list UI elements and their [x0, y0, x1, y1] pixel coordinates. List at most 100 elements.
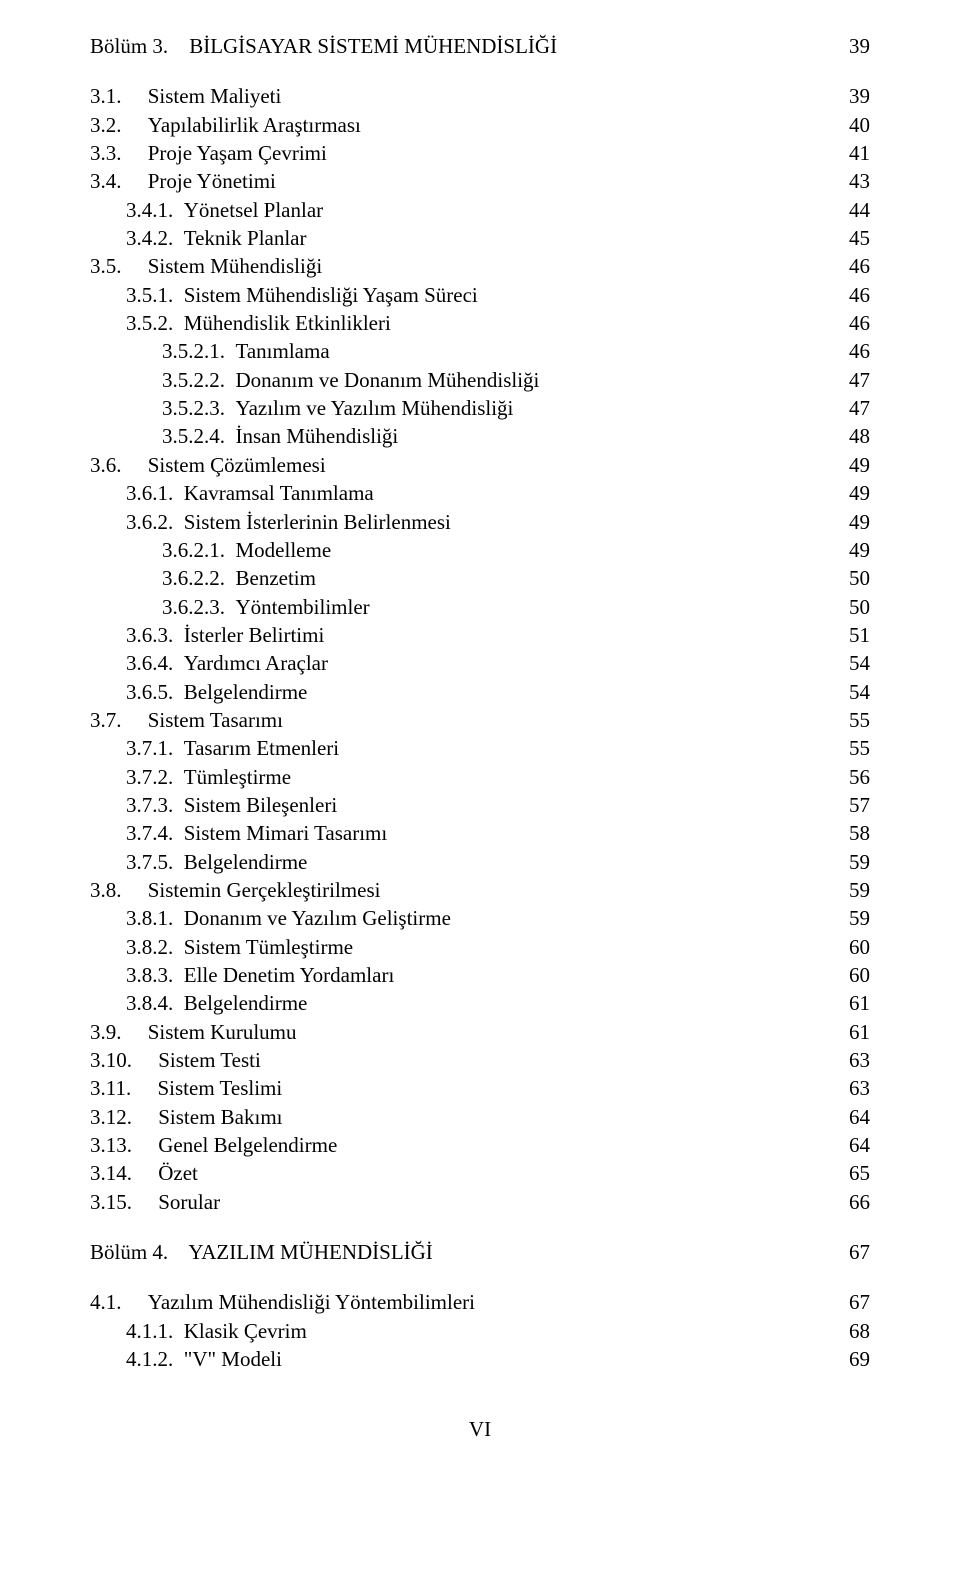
toc-entry-page: 65 — [837, 1159, 870, 1187]
toc-entry: 3.1. Sistem Maliyeti39 — [90, 82, 870, 110]
toc-entry-page: 63 — [837, 1074, 870, 1102]
toc-entry-page: 64 — [837, 1103, 870, 1131]
toc-entry-number: 3.14. — [90, 1161, 132, 1185]
toc-entry-label: 3.11. Sistem Teslimi — [90, 1074, 837, 1102]
toc-entry-page: 49 — [837, 536, 870, 564]
toc-entry-title: Elle Denetim Yordamları — [184, 963, 395, 987]
toc-entry: 3.7.3. Sistem Bileşenleri57 — [90, 791, 870, 819]
toc-entry-title: Donanım ve Yazılım Geliştirme — [184, 906, 451, 930]
toc-entry-title: Mühendislik Etkinlikleri — [184, 311, 391, 335]
toc-entry-number: 3.13. — [90, 1133, 132, 1157]
toc-entry-title: Sistem Bakımı — [158, 1105, 282, 1129]
toc-entry: 3.5.2.1. Tanımlama46 — [90, 337, 870, 365]
toc-entry-number: 3.7.1. — [126, 736, 173, 760]
toc-entry-page: 57 — [837, 791, 870, 819]
chapter-heading: Bölüm 3. BİLGİSAYAR SİSTEMİ MÜHENDİSLİĞİ… — [90, 32, 870, 60]
toc-entry-title: Kavramsal Tanımlama — [184, 481, 374, 505]
toc-entry: 3.6.4. Yardımcı Araçlar54 — [90, 649, 870, 677]
toc-entry-number: 3.5.2.2. — [162, 368, 225, 392]
toc-entry-title: Belgelendirme — [184, 991, 308, 1015]
chapter-title: YAZILIM MÜHENDİSLİĞİ — [188, 1240, 432, 1264]
toc-entry-label: 3.4.2. Teknik Planlar — [90, 224, 837, 252]
toc-entry-number: 3.6.2.1. — [162, 538, 225, 562]
toc-entry-label: 3.6.2.2. Benzetim — [90, 564, 837, 592]
toc-entry-label: 3.8.4. Belgelendirme — [90, 989, 837, 1017]
toc-entry-number: 3.2. — [90, 113, 122, 137]
toc-entry-page: 49 — [837, 508, 870, 536]
toc-entry-page: 61 — [837, 1018, 870, 1046]
toc-entry-label: 4.1.2. "V" Modeli — [90, 1345, 837, 1373]
toc-entry-page: 48 — [837, 422, 870, 450]
toc-entry-number: 3.11. — [90, 1076, 131, 1100]
toc-entry-label: 3.5. Sistem Mühendisliği — [90, 252, 837, 280]
toc-entry: 3.6.2.1. Modelleme49 — [90, 536, 870, 564]
toc-entry-page: 59 — [837, 848, 870, 876]
toc-entry: 3.2. Yapılabilirlik Araştırması40 — [90, 111, 870, 139]
toc-entry-title: Sistem Mimari Tasarımı — [184, 821, 387, 845]
toc-entry-label: 3.14. Özet — [90, 1159, 837, 1187]
chapter-label: Bölüm 4. YAZILIM MÜHENDİSLİĞİ — [90, 1238, 837, 1266]
toc-entry-label: 3.6.4. Yardımcı Araçlar — [90, 649, 837, 677]
toc-entry-page: 46 — [837, 309, 870, 337]
toc-page: Bölüm 3. BİLGİSAYAR SİSTEMİ MÜHENDİSLİĞİ… — [0, 0, 960, 1572]
toc-entry-label: 3.6.2. Sistem İsterlerinin Belirlenmesi — [90, 508, 837, 536]
toc-entry: 3.9. Sistem Kurulumu61 — [90, 1018, 870, 1046]
toc-entry-number: 3.8.2. — [126, 935, 173, 959]
toc-entry-title: Sistem Maliyeti — [148, 84, 282, 108]
chapter-page: 39 — [837, 32, 870, 60]
toc-entry: 3.6.1. Kavramsal Tanımlama49 — [90, 479, 870, 507]
toc-entry-page: 39 — [837, 82, 870, 110]
toc-entry: 3.10. Sistem Testi63 — [90, 1046, 870, 1074]
toc-entry-label: 3.6.2.1. Modelleme — [90, 536, 837, 564]
toc-entry-number: 3.8.4. — [126, 991, 173, 1015]
chapter-label: Bölüm 3. BİLGİSAYAR SİSTEMİ MÜHENDİSLİĞİ — [90, 32, 837, 60]
toc-entry-page: 46 — [837, 337, 870, 365]
toc-entry-title: Sistemin Gerçekleştirilmesi — [148, 878, 381, 902]
toc-entry-label: 3.15. Sorular — [90, 1188, 837, 1216]
toc-entry-page: 67 — [837, 1288, 870, 1316]
toc-entry-number: 3.8.3. — [126, 963, 173, 987]
toc-entry-title: Teknik Planlar — [184, 226, 307, 250]
toc-entry-page: 59 — [837, 904, 870, 932]
toc-section: 4.1. Yazılım Mühendisliği Yöntembilimler… — [90, 1288, 870, 1373]
toc-entry-label: 3.8.3. Elle Denetim Yordamları — [90, 961, 837, 989]
toc-entry: 3.7. Sistem Tasarımı 55 — [90, 706, 870, 734]
toc-entry-page: 50 — [837, 564, 870, 592]
toc-entry-title: Sistem Testi — [158, 1048, 261, 1072]
toc-entry-page: 54 — [837, 649, 870, 677]
toc-entry-number: 3.7. — [90, 708, 122, 732]
toc-entry-title: Belgelendirme — [184, 680, 308, 704]
toc-entry-title: Sorular — [158, 1190, 220, 1214]
toc-entry-number: 3.6.5. — [126, 680, 173, 704]
toc-entry-number: 4.1.2. — [126, 1347, 173, 1371]
toc-entry-number: 3.7.4. — [126, 821, 173, 845]
toc-entry: 3.8.3. Elle Denetim Yordamları60 — [90, 961, 870, 989]
toc-entry-title: Tümleştirme — [184, 765, 291, 789]
toc-entry-page: 47 — [837, 366, 870, 394]
toc-entry-page: 41 — [837, 139, 870, 167]
toc-entry-title: Sistem Tasarımı — [148, 708, 283, 732]
toc-entry-label: 3.5.1. Sistem Mühendisliği Yaşam Süreci — [90, 281, 837, 309]
toc-entry-number: 3.8. — [90, 878, 122, 902]
toc-entry-page: 51 — [837, 621, 870, 649]
toc-entry-page: 55 — [837, 706, 870, 734]
toc-entry: 3.4. Proje Yönetimi43 — [90, 167, 870, 195]
toc-entry-number: 3.6.1. — [126, 481, 173, 505]
chapter-page: 67 — [837, 1238, 870, 1266]
toc-entry-number: 3.6. — [90, 453, 122, 477]
toc-entry: 3.8.1. Donanım ve Yazılım Geliştirme 59 — [90, 904, 870, 932]
chapter-title: BİLGİSAYAR SİSTEMİ MÜHENDİSLİĞİ — [189, 34, 557, 58]
toc-entry-label: 3.5.2.3. Yazılım ve Yazılım Mühendisliği — [90, 394, 837, 422]
toc-entry: 3.5. Sistem Mühendisliği46 — [90, 252, 870, 280]
toc-entry-number: 3.8.1. — [126, 906, 173, 930]
toc-entry-label: 3.6.1. Kavramsal Tanımlama — [90, 479, 837, 507]
toc-entry-label: 3.5.2. Mühendislik Etkinlikleri — [90, 309, 837, 337]
toc-entry: 3.4.2. Teknik Planlar45 — [90, 224, 870, 252]
toc-entry-title: Genel Belgelendirme — [158, 1133, 337, 1157]
toc-entry-page: 49 — [837, 479, 870, 507]
toc-entry-title: Donanım ve Donanım Mühendisliği — [236, 368, 540, 392]
toc-entry-page: 54 — [837, 678, 870, 706]
toc-entry-number: 3.4.2. — [126, 226, 173, 250]
toc-entry-page: 55 — [837, 734, 870, 762]
toc-entry-title: Tanımlama — [236, 339, 330, 363]
